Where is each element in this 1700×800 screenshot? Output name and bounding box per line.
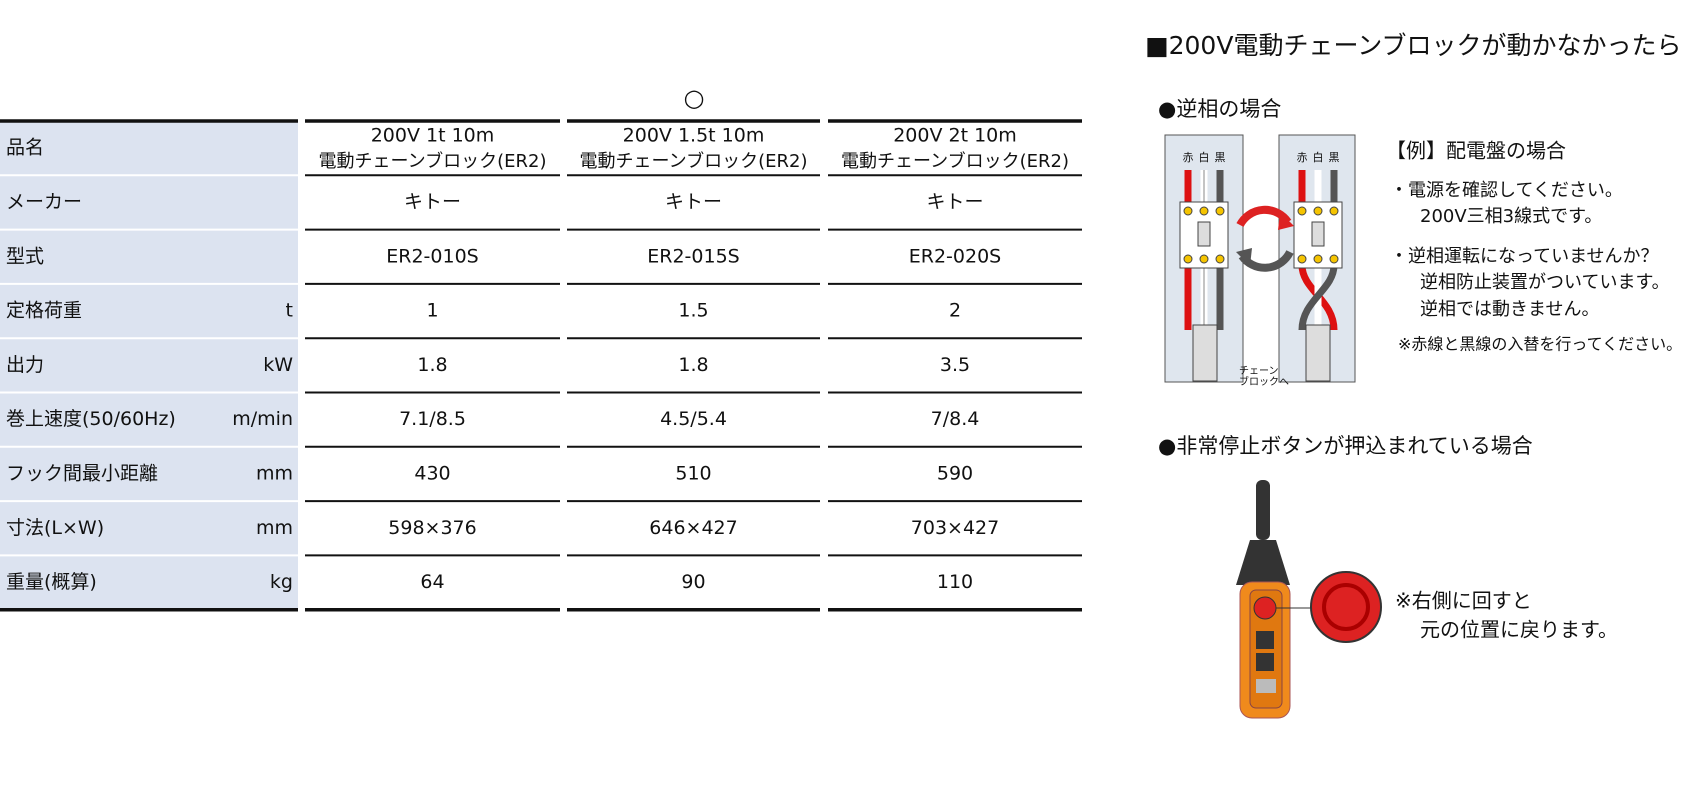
wire-label: 赤 [1183, 151, 1194, 164]
note-line: 逆相防止装置がついています。 [1420, 272, 1670, 293]
section-heading: ●逆相の場合 [1158, 97, 1281, 121]
row-unit: m/min [232, 408, 293, 430]
cell: 430 [414, 462, 450, 484]
row-label: メーカー [6, 191, 82, 213]
note-line: ・逆相運転になっていませんか？ [1390, 246, 1659, 267]
spec-table: ○ 品名 200V 1t 10m 電動チェーンブロック(ER2) 200V 1.5t 1… [0, 84, 1082, 612]
cell: キトー [926, 191, 983, 213]
cell: 1 [426, 300, 438, 322]
row-unit: mm [256, 517, 293, 539]
row-label: 定格荷重 [6, 300, 82, 322]
cell: 7.1/8.5 [399, 408, 466, 430]
cell: ER2-010S [386, 245, 478, 267]
cell: ER2-020S [909, 245, 1001, 267]
cell: 3.5 [940, 354, 970, 376]
cell: 110 [937, 571, 973, 593]
note-line: 200V三相3線式です。 [1420, 206, 1602, 227]
label-column [0, 121, 298, 610]
cell: 1.8 [417, 354, 447, 376]
row-unit: t [286, 300, 293, 322]
row-label: 品名 [6, 137, 44, 159]
row-label: 出力 [6, 354, 44, 376]
column-header: 200V 2t 10m [893, 125, 1017, 147]
row-label: 重量(概算) [6, 571, 97, 593]
note-line: ※右側に回すと [1395, 589, 1532, 613]
wire-label: 白 [1199, 150, 1210, 164]
row-label: 巻上速度(50/60Hz) [6, 408, 176, 430]
column-marker: ○ [684, 84, 705, 112]
wire-label: 黒 [1329, 151, 1340, 164]
cell: 2 [949, 300, 961, 322]
column-header: 200V 1t 10m [371, 125, 495, 147]
note-line: ・電源を確認してください。 [1390, 180, 1623, 201]
note-line: 元の位置に戻ります。 [1420, 618, 1618, 642]
guide: ■200V電動チェーンブロックが動かなかったら ●逆相の場合 赤 白 黒 赤 白… [1145, 31, 1682, 719]
cell: キトー [404, 191, 461, 213]
note-line: 逆相では動きません。 [1420, 299, 1599, 320]
row-unit: kg [270, 571, 293, 593]
wire-label: 黒 [1215, 151, 1226, 164]
column-header: 電動チェーンブロック(ER2) [841, 150, 1069, 172]
cable-label: ブロックへ [1239, 375, 1289, 388]
cell: 4.5/5.4 [660, 408, 727, 430]
row-label: 型式 [6, 245, 44, 267]
cell: 703×427 [911, 517, 999, 539]
cell: 64 [420, 571, 444, 593]
note-line: ※赤線と黒線の入替を行ってください。 [1398, 335, 1682, 354]
wire-label: 白 [1313, 150, 1324, 164]
cell: 90 [681, 571, 705, 593]
cell: 510 [675, 462, 711, 484]
cell: 590 [937, 462, 973, 484]
row-label: 寸法(L×W) [6, 517, 104, 539]
cell: 1.5 [678, 300, 708, 322]
cell: 646×427 [649, 517, 737, 539]
cell: キトー [665, 191, 722, 213]
panel-diagram: 赤 白 黒 赤 白 黒 チェーン ブロックへ [1164, 134, 1356, 388]
cell: 7/8.4 [931, 408, 980, 430]
row-unit: mm [256, 462, 293, 484]
row-label: フック間最小距離 [6, 462, 158, 484]
cell: ER2-015S [647, 245, 739, 267]
example-title: 【例】配電盤の場合 [1386, 139, 1566, 163]
wire-label: 赤 [1297, 151, 1308, 164]
column-header: 電動チェーンブロック(ER2) [580, 150, 808, 172]
pendant-illustration [1236, 480, 1382, 719]
cable-label: チェーン [1239, 365, 1279, 377]
section-heading: ●非常停止ボタンが押込まれている場合 [1158, 434, 1533, 458]
row-unit: kW [263, 354, 293, 376]
column-header: 200V 1.5t 10m [623, 125, 765, 147]
guide-title: ■200V電動チェーンブロックが動かなかったら [1145, 31, 1681, 60]
cell: 1.8 [678, 354, 708, 376]
cell: 598×376 [388, 517, 476, 539]
column-header: 電動チェーンブロック(ER2) [319, 150, 547, 172]
